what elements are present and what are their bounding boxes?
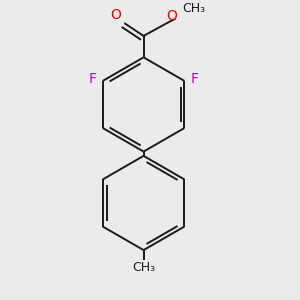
Text: CH₃: CH₃: [132, 261, 155, 274]
Text: CH₃: CH₃: [182, 2, 205, 15]
Text: O: O: [110, 8, 121, 22]
Text: O: O: [166, 9, 177, 23]
Text: F: F: [89, 72, 97, 86]
Text: F: F: [190, 72, 198, 86]
